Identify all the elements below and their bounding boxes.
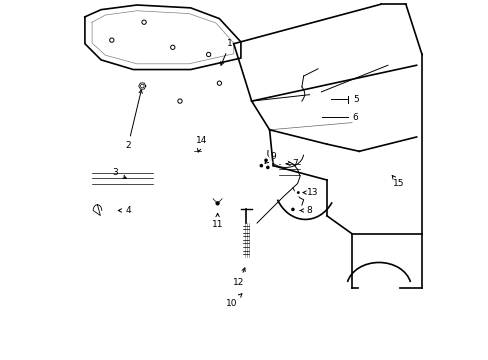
Text: 9: 9 xyxy=(264,152,276,163)
Circle shape xyxy=(153,180,160,187)
Text: 1: 1 xyxy=(220,39,233,65)
Text: 12: 12 xyxy=(233,268,244,287)
Bar xyxy=(316,94,321,100)
Circle shape xyxy=(259,164,263,167)
Text: 6: 6 xyxy=(351,113,357,122)
Circle shape xyxy=(213,199,222,208)
Text: 14: 14 xyxy=(195,136,207,152)
Ellipse shape xyxy=(76,162,165,194)
Circle shape xyxy=(133,178,140,185)
Polygon shape xyxy=(139,83,145,89)
Circle shape xyxy=(294,189,301,196)
Ellipse shape xyxy=(306,115,314,120)
Polygon shape xyxy=(85,5,241,69)
Text: 13: 13 xyxy=(303,188,318,197)
Bar xyxy=(312,90,319,94)
Circle shape xyxy=(264,158,267,162)
Text: 4: 4 xyxy=(118,206,130,215)
Bar xyxy=(243,223,249,257)
Polygon shape xyxy=(386,163,397,176)
Circle shape xyxy=(77,173,84,180)
Polygon shape xyxy=(93,205,102,216)
Text: 11: 11 xyxy=(211,213,223,229)
Circle shape xyxy=(280,158,287,166)
Circle shape xyxy=(155,169,162,176)
Circle shape xyxy=(290,208,294,211)
Text: 3: 3 xyxy=(112,168,126,178)
Circle shape xyxy=(288,205,297,214)
Text: 5: 5 xyxy=(352,95,358,104)
Circle shape xyxy=(215,201,219,206)
Polygon shape xyxy=(190,142,204,155)
Circle shape xyxy=(296,191,299,194)
Circle shape xyxy=(265,166,269,169)
Text: 15: 15 xyxy=(391,175,404,188)
Text: 10: 10 xyxy=(226,294,242,308)
Text: 2: 2 xyxy=(125,90,142,150)
Polygon shape xyxy=(257,155,271,171)
Text: 7: 7 xyxy=(285,159,297,168)
Circle shape xyxy=(85,180,92,187)
Circle shape xyxy=(359,270,398,309)
Bar xyxy=(309,93,315,99)
Text: 8: 8 xyxy=(300,206,311,215)
